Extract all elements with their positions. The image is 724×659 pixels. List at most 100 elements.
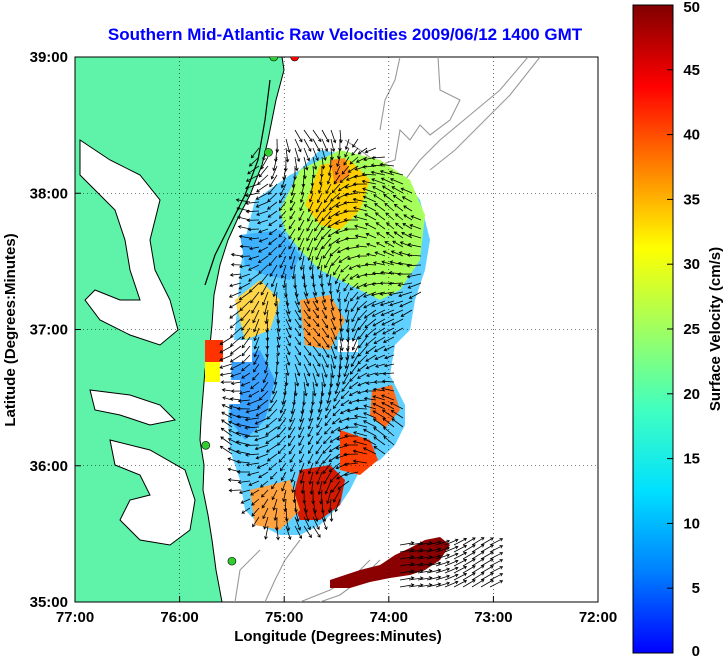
velocity-arrow	[303, 372, 310, 387]
velocity-arrow	[285, 138, 291, 153]
colorbar-tick-label: 10	[683, 515, 700, 532]
velocity-arrow	[399, 576, 415, 581]
velocity-arrow	[259, 273, 269, 285]
velocity-arrow	[261, 489, 269, 498]
velocity-arrow	[352, 138, 359, 148]
velocity-arrow	[303, 138, 312, 152]
velocity-arrow	[271, 381, 278, 395]
velocity-arrow	[453, 572, 468, 581]
velocity-arrow	[278, 408, 287, 422]
velocity-arrow	[397, 282, 413, 287]
velocity-arrow	[370, 163, 386, 168]
velocity-arrow	[268, 219, 278, 226]
velocity-arrow	[308, 471, 314, 485]
velocity-arrow	[307, 453, 314, 465]
y-axis-label: Latitude (Degrees:Minutes)	[2, 233, 19, 426]
velocity-arrow	[285, 354, 291, 366]
velocity-arrow	[330, 138, 336, 153]
velocity-arrow	[299, 408, 305, 423]
delmarva-coast	[204, 79, 271, 286]
velocity-arrow	[343, 452, 359, 457]
velocity-arrow	[230, 336, 242, 347]
velocity-arrow	[258, 390, 269, 401]
velocity-arrow	[331, 480, 341, 493]
velocity-arrow	[246, 471, 260, 477]
velocity-arrow	[270, 390, 278, 404]
velocity-arrow	[253, 354, 260, 366]
velocity-arrow	[236, 470, 251, 474]
velocity-arrow	[397, 272, 413, 277]
velocity-arrow	[333, 264, 341, 276]
velocity-arrow	[252, 516, 260, 528]
velocity-arrow	[323, 471, 332, 485]
velocity-arrow	[344, 434, 359, 438]
velocity-arrow	[244, 192, 260, 198]
velocity-arrow	[383, 426, 395, 437]
velocity-arrow	[316, 426, 323, 436]
velocity-arrow	[389, 300, 404, 307]
velocity-arrow	[315, 201, 323, 213]
velocity-arrow	[312, 147, 319, 162]
velocity-arrow	[435, 539, 451, 546]
velocity-arrow	[335, 444, 350, 450]
velocity-arrow	[219, 336, 233, 345]
velocity-arrow	[426, 575, 442, 581]
velocity-arrow	[426, 582, 442, 588]
velocity-arrow	[262, 372, 269, 384]
velocity-arrow	[401, 232, 413, 239]
velocity-arrow	[316, 435, 323, 445]
velocity-arrow	[325, 264, 332, 278]
velocity-arrow	[383, 435, 395, 446]
velocity-arrow	[340, 264, 350, 273]
velocity-arrow	[357, 147, 368, 155]
velocity-arrow	[407, 242, 422, 248]
velocity-arrow	[363, 404, 377, 410]
velocity-arrow	[288, 435, 296, 447]
velocity-arrow	[303, 507, 310, 522]
velocity-arrow	[343, 209, 359, 213]
velocity-arrow	[269, 471, 278, 480]
velocity-arrow	[220, 380, 233, 385]
velocity-arrow	[353, 414, 368, 419]
velocity-arrow	[373, 194, 386, 203]
velocity-arrow	[276, 327, 281, 341]
velocity-arrow	[312, 336, 321, 347]
velocity-arrow	[265, 327, 270, 342]
velocity-arrow	[279, 192, 287, 204]
velocity-arrow	[444, 559, 459, 567]
velocity-arrow	[258, 264, 269, 275]
velocity-arrow	[435, 567, 451, 574]
velocity-arrow	[391, 318, 404, 326]
velocity-arrows	[219, 129, 504, 588]
velocity-arrow	[435, 553, 451, 560]
velocity-arrow	[325, 183, 332, 194]
velocity-arrow	[326, 489, 332, 505]
velocity-arrow	[385, 231, 395, 239]
velocity-arrow	[402, 223, 413, 230]
velocity-arrow	[321, 129, 330, 143]
velocity-arrow	[426, 568, 442, 574]
velocity-arrow	[289, 201, 296, 212]
velocity-arrow	[290, 471, 296, 483]
gridlines	[75, 57, 598, 602]
velocity-arrow	[228, 488, 242, 493]
velocity-arrow	[276, 426, 287, 438]
velocity-arrow	[276, 525, 280, 541]
velocity-arrow	[219, 363, 233, 369]
velocity-arrow	[247, 227, 260, 232]
velocity-arrow	[279, 183, 287, 197]
velocity-arrow	[352, 449, 368, 455]
velocity-arrow	[288, 228, 296, 240]
velocity-arrow	[426, 540, 442, 546]
velocity-arrow	[294, 363, 301, 377]
velocity-arrow	[316, 417, 323, 429]
velocity-arrow	[327, 273, 332, 287]
velocity-arrow	[312, 282, 318, 297]
velocity-arrow	[264, 309, 269, 325]
velocity-arrow	[219, 372, 233, 377]
velocity-arrow	[262, 291, 269, 306]
velocity-arrow	[258, 237, 269, 243]
velocity-arrow	[373, 446, 386, 455]
velocity-arrow	[312, 516, 320, 530]
velocity-arrow	[399, 569, 415, 574]
